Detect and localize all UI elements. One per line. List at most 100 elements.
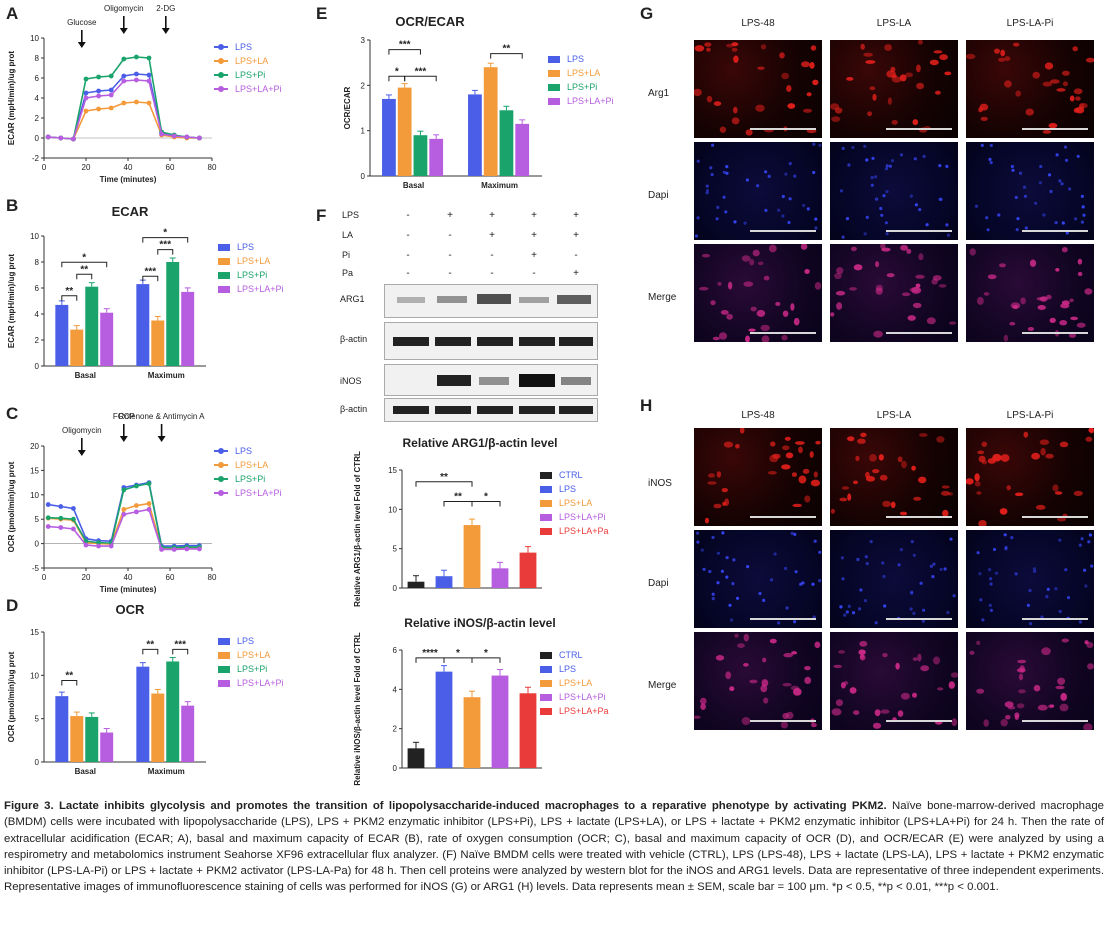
cell <box>1044 62 1054 70</box>
cell <box>938 284 947 288</box>
chart-d-ocr-bars: 0 5 10 15 OCR (pmol/min)/ug prot Basal Maximum… <box>7 628 206 776</box>
cell <box>1062 81 1068 87</box>
cell <box>782 310 789 317</box>
cell <box>1085 57 1095 63</box>
cell <box>855 455 860 461</box>
fluorescence-image <box>830 39 958 138</box>
treatment-mark: + <box>531 210 537 221</box>
scale-bar <box>886 720 952 722</box>
cell <box>945 223 949 227</box>
cell <box>869 540 873 544</box>
category-label: Basal <box>75 767 96 776</box>
cell <box>757 261 764 266</box>
cell <box>994 571 999 575</box>
x-tick-label: 0 <box>42 163 47 172</box>
cell <box>785 606 789 610</box>
data-point <box>184 546 190 552</box>
cell <box>988 157 992 161</box>
cell <box>1090 564 1094 568</box>
legend-item: LPS+LA <box>218 254 284 268</box>
cell <box>856 557 860 562</box>
cell <box>1073 88 1083 95</box>
cell <box>916 82 925 90</box>
category-label: Basal <box>75 371 96 380</box>
cell <box>737 643 745 648</box>
data-point <box>83 76 89 82</box>
cell <box>1004 80 1012 88</box>
band-label-arg1: ARG1 <box>340 294 365 304</box>
cell <box>1014 715 1019 720</box>
cell <box>783 653 794 658</box>
data-point <box>121 487 127 493</box>
cell <box>931 575 935 579</box>
legend-label: LPS <box>567 54 585 64</box>
cell <box>912 657 918 661</box>
fluorescence-image <box>694 243 822 344</box>
cell <box>735 444 740 449</box>
cell <box>900 692 910 700</box>
y-tick-label: 8 <box>35 258 40 267</box>
cell <box>1026 603 1030 607</box>
cell <box>831 116 841 122</box>
cell <box>974 481 981 487</box>
cell <box>977 450 985 455</box>
cell <box>988 568 992 572</box>
cell <box>841 235 845 239</box>
cell <box>720 569 724 573</box>
cell <box>939 54 948 61</box>
cell <box>1039 164 1043 169</box>
cell <box>733 55 739 63</box>
cell-spots <box>839 144 951 239</box>
data-point <box>134 503 139 508</box>
cell <box>716 581 720 585</box>
cell <box>1014 195 1018 200</box>
cell <box>1046 294 1052 300</box>
bar <box>413 135 428 176</box>
cell <box>872 722 882 729</box>
fluorescence-image <box>830 142 958 240</box>
cell <box>813 539 817 543</box>
bar <box>151 693 165 762</box>
cell <box>863 144 867 148</box>
cell <box>770 441 776 447</box>
cell <box>865 158 869 162</box>
cell <box>1036 297 1047 301</box>
cell <box>880 243 886 249</box>
cell <box>1073 107 1080 113</box>
cell <box>845 217 850 221</box>
cell <box>704 42 712 47</box>
cell <box>979 598 983 602</box>
cell <box>941 490 950 496</box>
cell <box>814 282 822 290</box>
bar <box>70 716 84 762</box>
cell <box>989 577 993 581</box>
cell <box>836 302 843 310</box>
legend-label: LPS+LA <box>559 678 593 688</box>
treatment-mark: - <box>574 250 578 261</box>
blot-strip-actin-2 <box>384 398 598 422</box>
scale-bar <box>1022 230 1088 232</box>
cell <box>1075 96 1081 101</box>
cell <box>696 216 700 220</box>
y-tick-label: 10 <box>30 232 39 241</box>
cell <box>721 488 728 493</box>
bar <box>483 67 498 176</box>
cell <box>804 269 810 274</box>
y-tick-label: 10 <box>30 491 39 500</box>
scale-bar <box>1022 332 1088 334</box>
y-tick-label: 6 <box>35 284 40 293</box>
legend-item: LPS+LA+Pi <box>214 82 282 96</box>
cell <box>1015 90 1021 97</box>
series-line <box>48 73 200 140</box>
legend-item: LPS+LA <box>214 54 282 68</box>
cell <box>1078 620 1082 624</box>
injection-arrowhead <box>77 42 86 48</box>
fluorescence-image <box>694 426 822 526</box>
bar <box>136 284 150 366</box>
cell <box>1079 103 1085 109</box>
bar <box>166 661 180 762</box>
legend-label: LPS+Pi <box>237 664 268 674</box>
legend-label: LPS+LA+Pi <box>559 512 606 522</box>
y-tick-label: 6 <box>35 74 40 83</box>
treatment-mark: + <box>447 210 453 221</box>
